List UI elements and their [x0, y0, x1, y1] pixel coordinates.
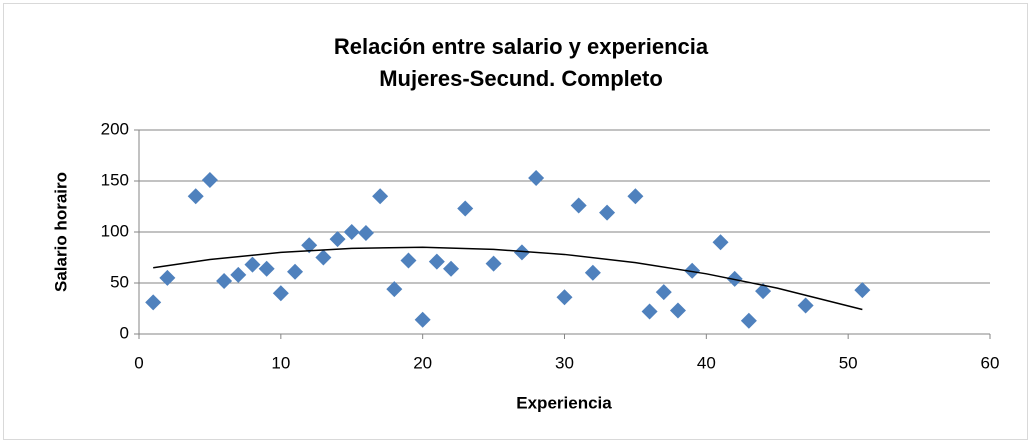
point	[400, 252, 417, 269]
point	[570, 197, 587, 214]
x-tick-label: 40	[697, 353, 716, 372]
point	[627, 188, 644, 205]
point	[712, 234, 729, 251]
point	[315, 249, 332, 266]
y-tick-label: 50	[110, 272, 129, 291]
trendline	[153, 246, 863, 311]
point	[684, 262, 701, 279]
point	[599, 204, 616, 221]
point	[513, 244, 530, 261]
point	[641, 303, 658, 320]
point	[443, 260, 460, 277]
point	[428, 253, 445, 270]
point	[258, 260, 275, 277]
point	[386, 281, 403, 298]
point	[372, 188, 389, 205]
x-tick-label: 60	[981, 353, 1000, 372]
x-tick-label: 0	[134, 353, 143, 372]
point	[414, 311, 431, 328]
x-tick-label: 20	[413, 353, 432, 372]
point	[272, 285, 289, 302]
x-axis-title: Experiencia	[516, 393, 612, 412]
point	[145, 294, 162, 311]
point	[755, 283, 772, 300]
chart-subtitle: Mujeres-Secund. Completo	[379, 66, 663, 91]
point	[485, 255, 502, 272]
x-tick-label: 30	[555, 353, 574, 372]
y-tick-label: 150	[101, 170, 129, 189]
point	[556, 289, 573, 306]
point	[797, 297, 814, 314]
point	[187, 188, 204, 205]
point	[343, 224, 360, 240]
point	[669, 302, 686, 319]
point	[584, 264, 601, 281]
chart-title: Relación entre salario y experiencia	[334, 34, 709, 59]
y-tick-label: 100	[101, 221, 129, 240]
point	[457, 200, 474, 217]
point	[301, 237, 318, 254]
point	[244, 256, 261, 273]
point	[329, 231, 346, 248]
point	[740, 312, 757, 329]
point	[159, 269, 176, 286]
point	[230, 266, 247, 283]
point	[287, 263, 304, 280]
point	[357, 225, 374, 242]
chart-border	[3, 3, 1028, 440]
y-axis-title: Salario horairo	[51, 172, 70, 292]
point	[854, 282, 871, 299]
point	[528, 169, 545, 186]
y-tick-label: 0	[120, 323, 129, 342]
point	[201, 171, 218, 188]
x-tick-label: 50	[839, 353, 858, 372]
y-tick-label: 200	[101, 119, 129, 138]
point	[655, 284, 672, 301]
x-tick-label: 10	[271, 353, 290, 372]
point	[216, 272, 233, 289]
